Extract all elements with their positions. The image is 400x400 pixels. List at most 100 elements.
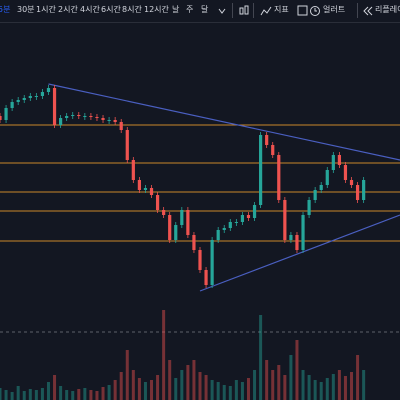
candle: [234, 222, 238, 223]
volume-bar: [53, 375, 57, 400]
candle: [10, 102, 14, 108]
volume-bar: [234, 380, 238, 400]
interval[interactable]: 달: [201, 5, 209, 14]
caret[interactable]: [218, 7, 226, 15]
chart-type-icon[interactable]: [238, 5, 250, 17]
trend-line: [48, 83, 400, 161]
volume-bar: [89, 390, 93, 400]
volume-bar: [192, 360, 196, 400]
candle: [65, 116, 69, 118]
replay-icon[interactable]: [363, 6, 373, 16]
volume-bar: [46, 382, 50, 400]
volume-bar: [271, 370, 275, 400]
volume-bar: [143, 382, 147, 400]
candle: [34, 96, 38, 97]
interval[interactable]: 6시간: [101, 5, 121, 14]
separator: [232, 3, 233, 18]
volume-bar: [210, 380, 214, 400]
interval[interactable]: 4시간: [80, 5, 100, 14]
volume-bar: [295, 340, 299, 400]
candle: [119, 122, 123, 130]
volume-bar: [150, 380, 154, 400]
alert-button[interactable]: 얼러트: [323, 5, 346, 14]
volume-bar: [301, 370, 305, 400]
candle: [162, 210, 166, 215]
candle: [240, 215, 245, 222]
candle: [271, 145, 275, 155]
interval[interactable]: 날: [172, 5, 180, 14]
volume-bar: [95, 391, 99, 400]
candle: [337, 155, 341, 165]
candle: [301, 215, 305, 250]
volume-bar: [331, 374, 335, 400]
candle: [325, 170, 329, 185]
volume-bar: [356, 355, 360, 400]
volume-bar: [40, 388, 44, 400]
volume-bar: [253, 370, 257, 400]
volume-bar: [168, 360, 172, 400]
candle: [349, 180, 354, 185]
candle: [216, 230, 220, 240]
candle: [313, 190, 317, 200]
candle: [362, 180, 366, 200]
candle: [228, 222, 232, 228]
candle: [174, 225, 178, 240]
interval[interactable]: 30분: [17, 5, 35, 14]
alert-icon[interactable]: [309, 5, 321, 17]
volume-bar: [283, 375, 287, 400]
interval[interactable]: 5분: [0, 5, 11, 14]
separator: [357, 3, 358, 18]
candle: [143, 188, 148, 190]
candle: [59, 118, 63, 125]
volume-bar: [289, 355, 293, 400]
interval[interactable]: 2시간: [58, 5, 78, 14]
interval[interactable]: 주: [186, 5, 194, 14]
volume-bar: [343, 376, 347, 400]
interval[interactable]: 12시간: [144, 5, 169, 14]
candle: [319, 185, 323, 190]
interval[interactable]: 1시간: [36, 5, 56, 14]
candle: [180, 210, 184, 225]
layout-icon[interactable]: [297, 5, 309, 17]
candle: [52, 88, 57, 125]
candle: [83, 116, 87, 117]
candle: [186, 210, 190, 235]
volume-bar: [240, 382, 244, 400]
volume-bar: [204, 375, 208, 400]
trend-line: [199, 214, 400, 292]
candle: [222, 228, 226, 230]
candle: [137, 180, 141, 190]
volume-bar: [125, 350, 129, 400]
replay-button[interactable]: 리플레이: [375, 5, 400, 14]
volume-bar: [131, 370, 135, 400]
volume-bar: [107, 385, 111, 400]
volume-bar: [83, 388, 87, 400]
volume-bar: [337, 370, 341, 400]
candle: [210, 240, 214, 285]
candle: [307, 200, 311, 215]
candle: [89, 116, 93, 117]
candle: [331, 155, 335, 170]
candle: [131, 160, 135, 180]
volume-bar: [101, 387, 105, 400]
volume-bar: [186, 365, 190, 400]
candle: [125, 130, 129, 160]
volume-bar: [59, 386, 63, 400]
indicator-icon[interactable]: [260, 5, 272, 17]
volume-bar: [162, 310, 166, 400]
interval[interactable]: 8시간: [122, 5, 142, 14]
candle: [343, 165, 348, 180]
volume-bar: [113, 380, 117, 400]
volume-bar: [28, 389, 32, 400]
volume-bar: [313, 380, 317, 400]
candle: [46, 88, 51, 92]
candle: [192, 235, 196, 250]
volume-bar: [22, 391, 26, 400]
candle: [77, 115, 81, 116]
candle: [22, 98, 26, 100]
candle: [259, 135, 263, 205]
volume-bar: [350, 372, 354, 400]
volume-bar: [119, 372, 123, 400]
indicators-button[interactable]: 지표: [274, 5, 289, 14]
